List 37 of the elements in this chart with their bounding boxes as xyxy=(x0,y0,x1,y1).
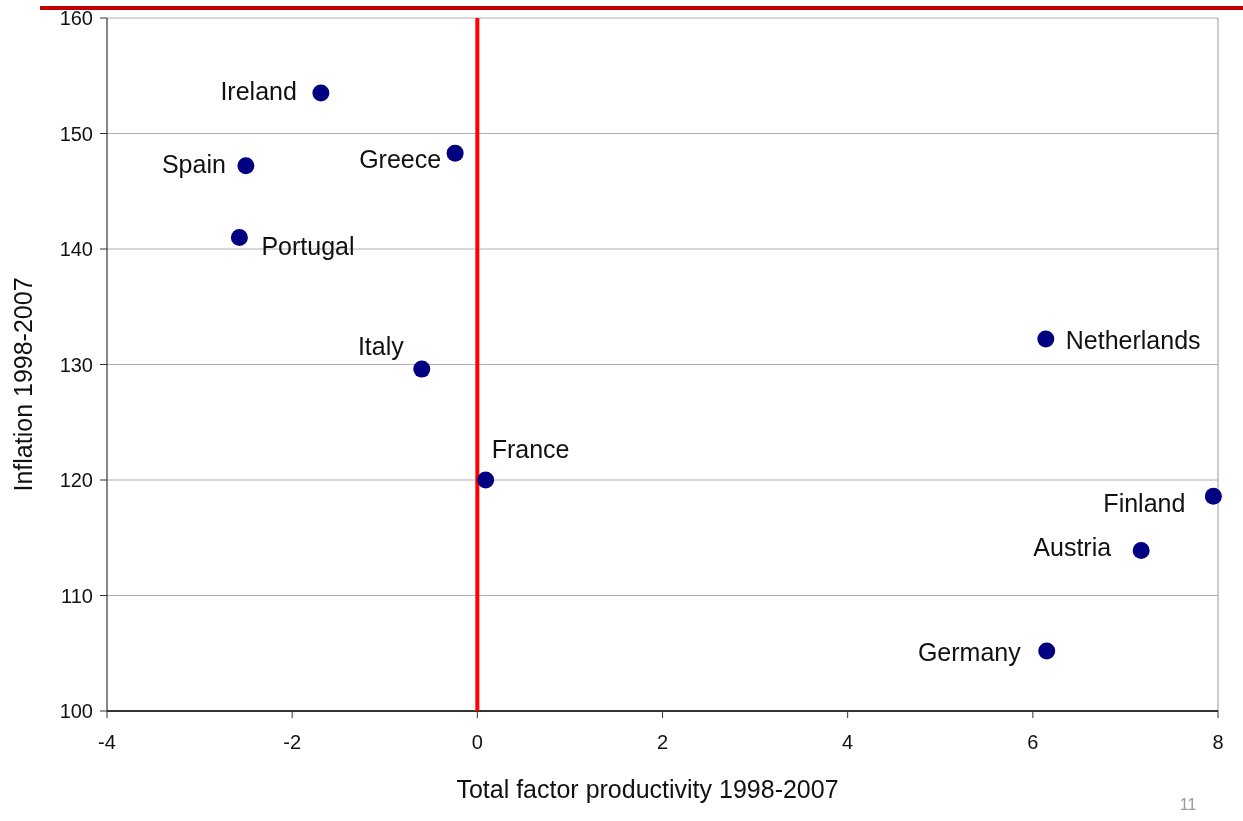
point xyxy=(477,471,495,489)
point xyxy=(1204,487,1222,505)
annotation: Portugal xyxy=(261,232,355,261)
annotation: Austria xyxy=(1033,533,1112,562)
x-tick-label: 4 xyxy=(842,731,854,753)
point xyxy=(413,360,431,378)
y-tick-label: 120 xyxy=(59,469,93,491)
annotation: Spain xyxy=(161,149,226,178)
y-tick-label: 140 xyxy=(59,238,93,260)
y-tick-label: 110 xyxy=(61,584,93,607)
x-tick-label: 6 xyxy=(1027,731,1039,753)
point xyxy=(312,84,330,102)
y-tick-label: 150 xyxy=(59,122,93,145)
y-tick-label: 130 xyxy=(59,353,93,376)
annotation: France xyxy=(491,435,570,463)
annotation: Germany xyxy=(917,637,1022,666)
x-tick-label: 8 xyxy=(1212,731,1224,753)
annotation: Greece xyxy=(359,145,442,174)
x-axis-title: Total factor productivity 1998-2007 xyxy=(456,775,839,803)
annotation: Finland xyxy=(1103,489,1186,518)
x-tick-label: 2 xyxy=(656,731,669,753)
point xyxy=(1038,642,1056,660)
x-tick-label: 0 xyxy=(471,731,483,753)
y-tick-label: 160 xyxy=(59,7,93,29)
annotation: Ireland xyxy=(220,77,297,106)
annotation: Italy xyxy=(357,332,405,361)
point xyxy=(1037,330,1055,348)
point xyxy=(230,228,248,246)
point xyxy=(1132,541,1150,559)
annotation: Netherlands xyxy=(1065,326,1201,355)
y-tick-label: 100 xyxy=(59,700,93,722)
y-axis-title: Inflation 1998-2007 xyxy=(9,277,37,492)
point xyxy=(446,144,464,162)
x-tick-label: -4 xyxy=(98,731,116,753)
x-tick-label: -2 xyxy=(283,731,302,753)
text: 11 xyxy=(1179,796,1197,813)
point xyxy=(237,157,255,175)
